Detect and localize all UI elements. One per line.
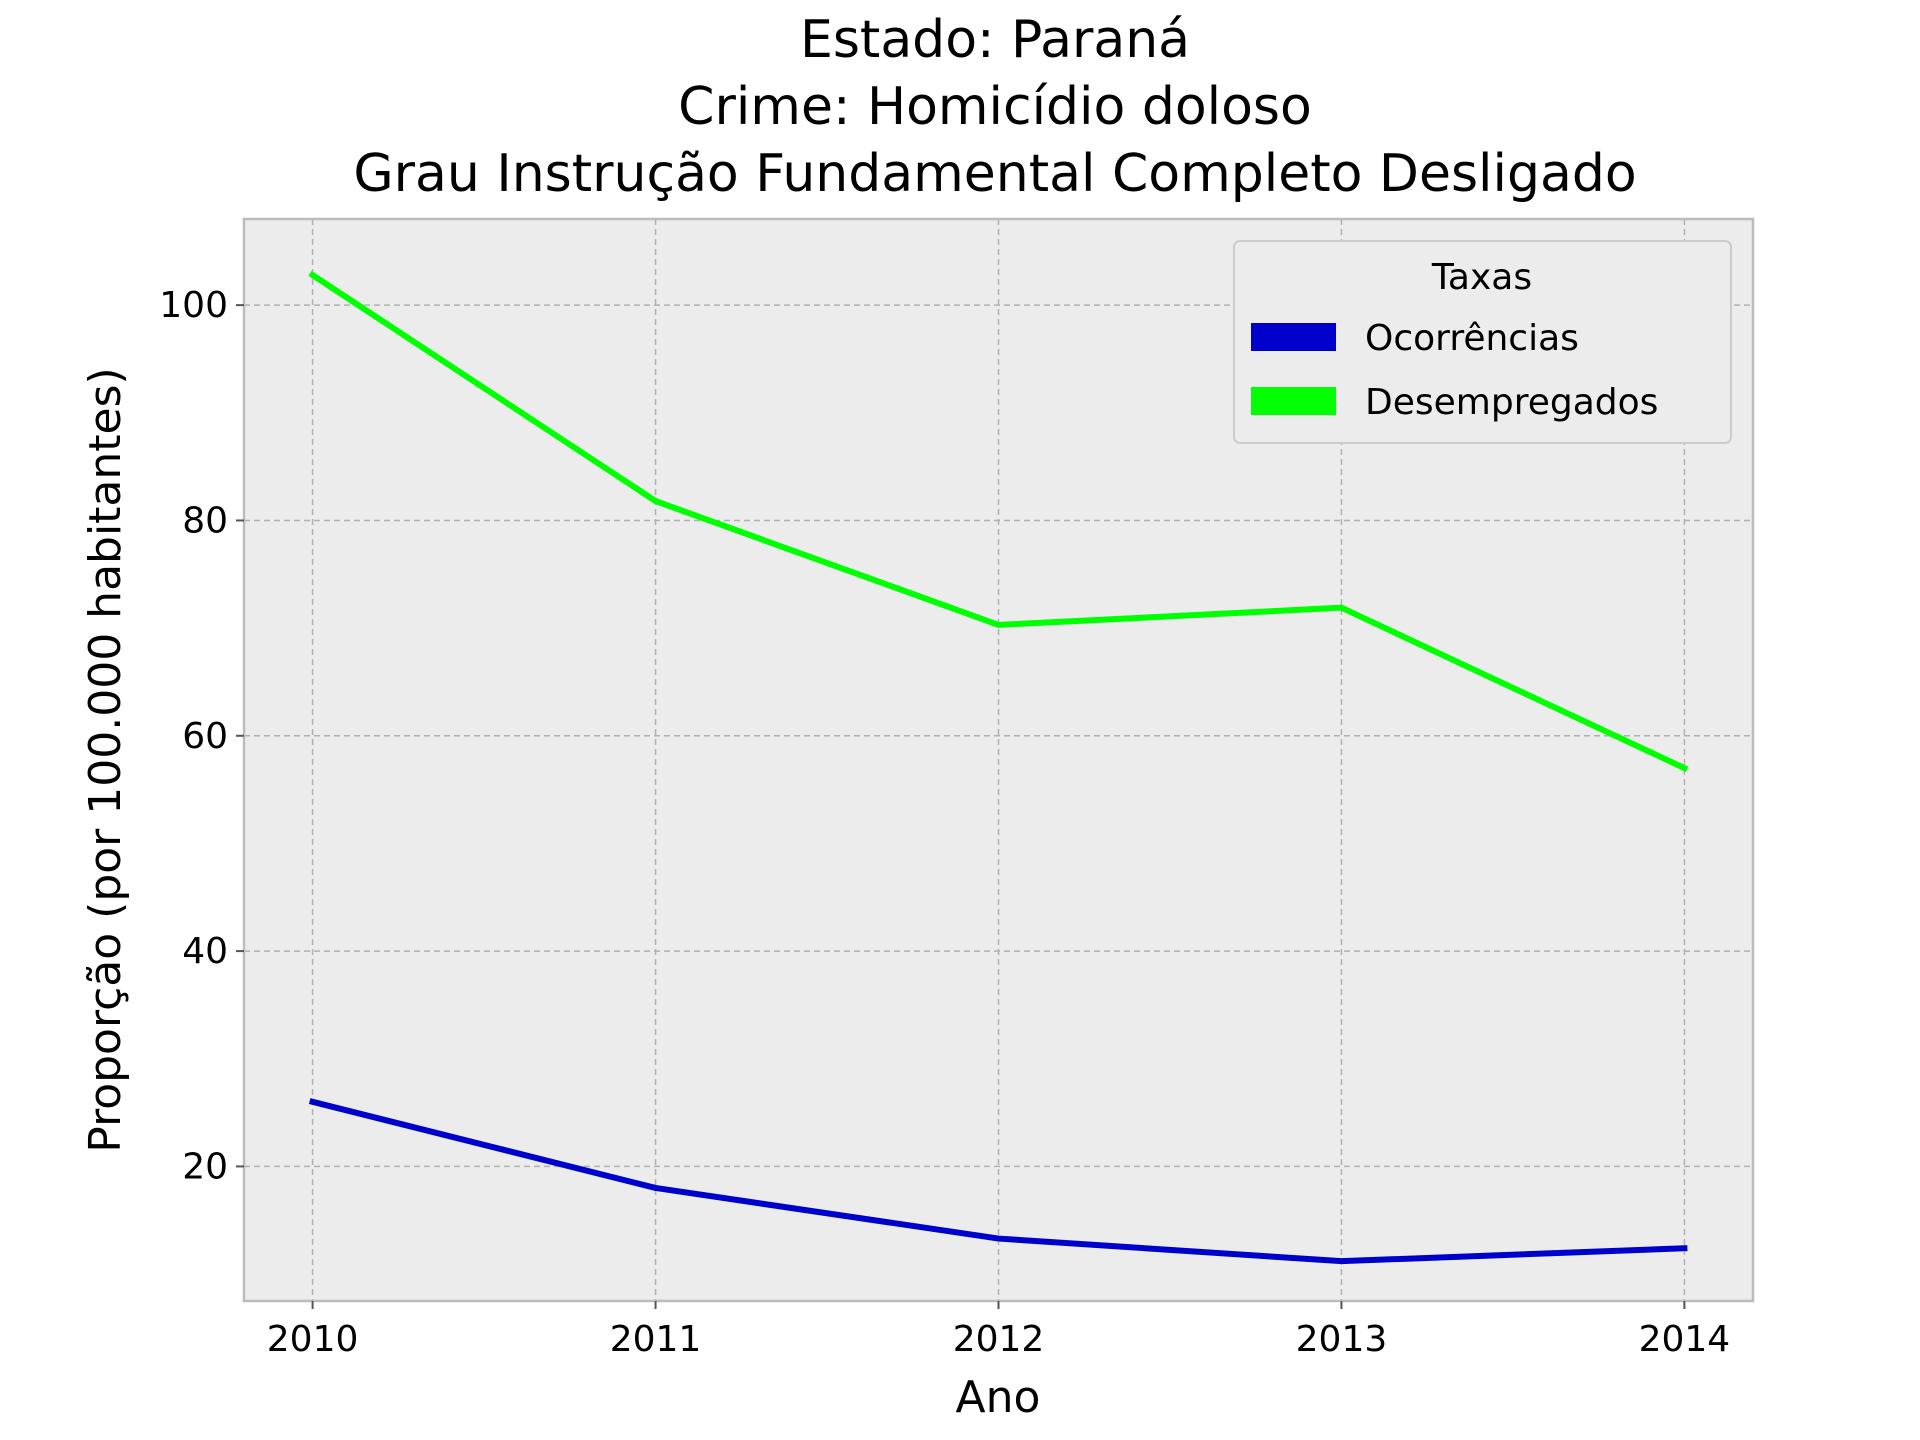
legend: Taxas Ocorrências Desempregados bbox=[1233, 240, 1732, 444]
x-tick-label: 2010 bbox=[267, 1319, 359, 1360]
y-axis-label: Proporção (por 100.000 habitantes) bbox=[80, 367, 131, 1152]
y-tick-label: 100 bbox=[159, 285, 228, 326]
y-tick-label: 20 bbox=[182, 1146, 228, 1187]
title-line-3: Grau Instrução Fundamental Completo Desl… bbox=[353, 144, 1636, 204]
title-line-2: Crime: Homicídio doloso bbox=[678, 77, 1312, 137]
x-tick-label: 2014 bbox=[1639, 1319, 1731, 1360]
y-tick-label: 80 bbox=[182, 500, 228, 541]
legend-box bbox=[1233, 240, 1732, 444]
legend-swatch-desempregados bbox=[1251, 387, 1336, 415]
title-line-1: Estado: Paraná bbox=[800, 10, 1190, 70]
x-tick-label: 2012 bbox=[953, 1319, 1045, 1360]
x-axis-label: Ano bbox=[956, 1372, 1041, 1423]
y-axis-ticks: 20 40 60 80 100 bbox=[159, 285, 244, 1187]
legend-swatch-ocorrencias bbox=[1251, 323, 1336, 351]
x-axis-ticks: 2010 2011 2012 2013 2014 bbox=[267, 1301, 1730, 1360]
x-tick-label: 2013 bbox=[1296, 1319, 1388, 1360]
legend-title: Taxas bbox=[1431, 257, 1532, 298]
legend-label-ocorrencias: Ocorrências bbox=[1365, 318, 1579, 359]
y-tick-label: 60 bbox=[182, 716, 228, 757]
legend-items: Ocorrências Desempregados bbox=[1251, 318, 1658, 423]
x-tick-label: 2011 bbox=[610, 1319, 702, 1360]
legend-label-desempregados: Desempregados bbox=[1365, 382, 1658, 423]
series-lines bbox=[308, 270, 1689, 1265]
chart-title: Estado: Paraná Crime: Homicídio doloso G… bbox=[353, 10, 1636, 204]
y-tick-label: 40 bbox=[182, 931, 228, 972]
